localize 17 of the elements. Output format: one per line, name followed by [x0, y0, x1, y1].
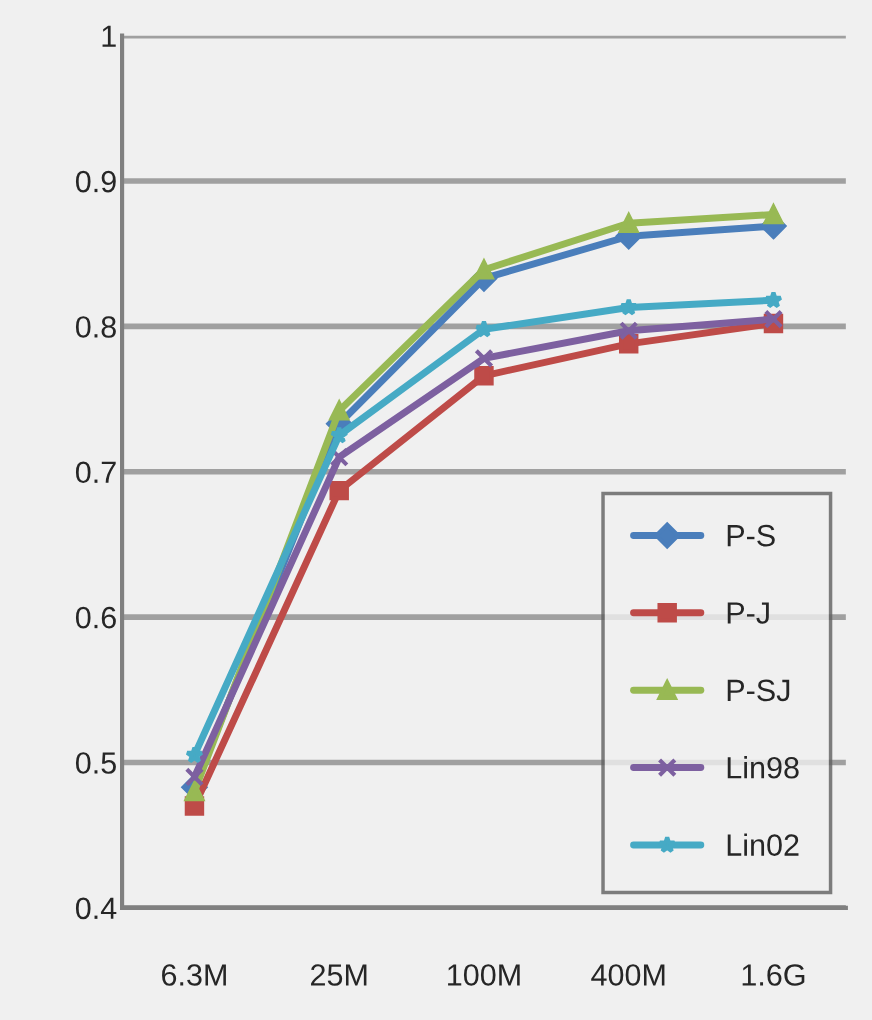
y-tick-label: 0.8	[75, 316, 116, 338]
y-tick-label: 0.9	[75, 170, 116, 193]
x-tick-label: 25M	[311, 964, 367, 986]
x-tick-label: 1.6G	[742, 964, 805, 986]
x-tick-label: 6.3M	[162, 964, 226, 986]
y-tick-label: 0.6	[75, 606, 116, 629]
legend-label: Lin98	[727, 756, 799, 779]
legend-label: P-S	[727, 524, 775, 547]
legend-label: Lin02	[727, 833, 799, 856]
legend-label: P-SJ	[727, 679, 790, 702]
y-tick-label: 0.5	[75, 752, 116, 774]
y-tick-label: 0.7	[75, 461, 116, 484]
y-tick-label: 0.4	[75, 897, 117, 920]
x-tick-label: 400M	[591, 964, 665, 986]
legend-label: P-J	[727, 602, 769, 624]
y-tick-label: 1	[102, 25, 116, 47]
x-tick-label: 100M	[448, 964, 520, 986]
